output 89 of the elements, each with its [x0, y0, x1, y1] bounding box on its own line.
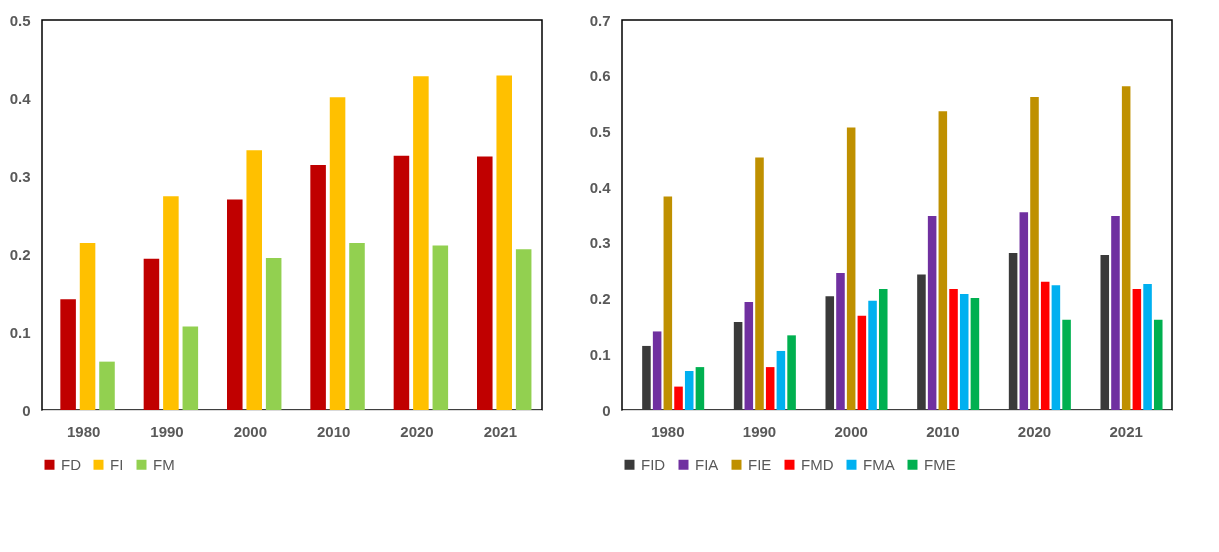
bar [1143, 284, 1152, 410]
bar [868, 300, 877, 410]
bar [1008, 252, 1018, 410]
x-tick-label: 2000 [233, 422, 268, 440]
y-tick-label: 0.1 [589, 345, 611, 363]
bar [182, 326, 199, 410]
bar [733, 321, 743, 410]
bar [310, 165, 326, 410]
bar [496, 75, 512, 410]
y-tick-label: 0.4 [9, 89, 32, 107]
bar [1062, 319, 1071, 410]
bar [1030, 96, 1039, 410]
legend-label: FMA [863, 455, 895, 473]
bar [329, 97, 346, 410]
x-tick-label: 2021 [483, 422, 518, 440]
y-tick-label: 0.6 [589, 67, 611, 85]
y-tick-label: 0.7 [589, 11, 611, 29]
bar [765, 367, 775, 410]
x-tick-label: 1990 [742, 422, 777, 440]
bar [938, 111, 948, 410]
bar [846, 127, 856, 410]
bar [1121, 86, 1131, 410]
x-tick-label: 1990 [150, 422, 184, 440]
bar [674, 386, 683, 410]
bar [477, 156, 493, 410]
bar [1051, 285, 1061, 410]
y-tick-label: 0.5 [9, 11, 31, 29]
bar [695, 367, 705, 410]
y-tick-label: 0 [602, 401, 611, 419]
bar [432, 245, 449, 410]
legend-label: FM [153, 455, 175, 473]
y-tick-label: 0.5 [589, 122, 611, 140]
bar [857, 315, 867, 410]
x-tick-label: 2020 [1017, 422, 1052, 440]
bar [776, 350, 786, 410]
bar [1040, 281, 1050, 410]
bar [927, 216, 937, 410]
bar [642, 345, 651, 410]
x-tick-label: 2000 [834, 422, 868, 440]
legend-label: FI [110, 455, 124, 473]
y-tick-label: 0.1 [9, 323, 31, 341]
bar [349, 243, 365, 410]
y-tick-label: 0.3 [9, 167, 31, 185]
bar [1019, 212, 1029, 410]
bar [836, 272, 845, 410]
bar [744, 301, 754, 410]
bar [1100, 255, 1110, 410]
bar [393, 155, 410, 410]
bar [265, 257, 282, 410]
bar [1132, 289, 1142, 410]
bar [949, 289, 958, 410]
legend-label: FID [641, 455, 666, 473]
bar [60, 299, 76, 410]
legend-label: FIA [695, 455, 719, 473]
x-tick-label: 2020 [400, 422, 434, 440]
legend-label: FMD [801, 455, 834, 473]
bar [1111, 216, 1120, 410]
bar [663, 196, 673, 410]
bar [1153, 319, 1163, 410]
x-tick-label: 1980 [66, 422, 101, 440]
y-tick-label: 0.2 [589, 290, 611, 308]
bar [79, 243, 96, 410]
bar [755, 157, 764, 410]
bar [413, 76, 429, 410]
bar [917, 274, 926, 410]
bar [99, 361, 115, 410]
y-tick-label: 0.3 [589, 234, 611, 252]
x-tick-label: 2010 [316, 422, 351, 440]
bar [959, 294, 969, 410]
y-tick-label: 0.4 [589, 178, 612, 196]
bar [143, 258, 160, 410]
legend-label: FD [61, 455, 82, 473]
x-tick-label: 2021 [1109, 422, 1143, 440]
bar [787, 335, 796, 410]
y-tick-label: 0 [22, 401, 31, 419]
bar [684, 371, 694, 410]
bar [970, 298, 980, 410]
bar [652, 331, 662, 410]
bar [515, 249, 532, 410]
bar [878, 289, 888, 410]
bar [825, 296, 835, 410]
bar [246, 150, 262, 410]
legend-label: FME [924, 455, 956, 473]
bar [227, 199, 243, 410]
legend-label: FIE [748, 455, 772, 473]
y-tick-label: 0.2 [9, 245, 31, 263]
bar [163, 196, 179, 410]
x-tick-label: 2010 [926, 422, 960, 440]
x-tick-label: 1980 [651, 422, 685, 440]
